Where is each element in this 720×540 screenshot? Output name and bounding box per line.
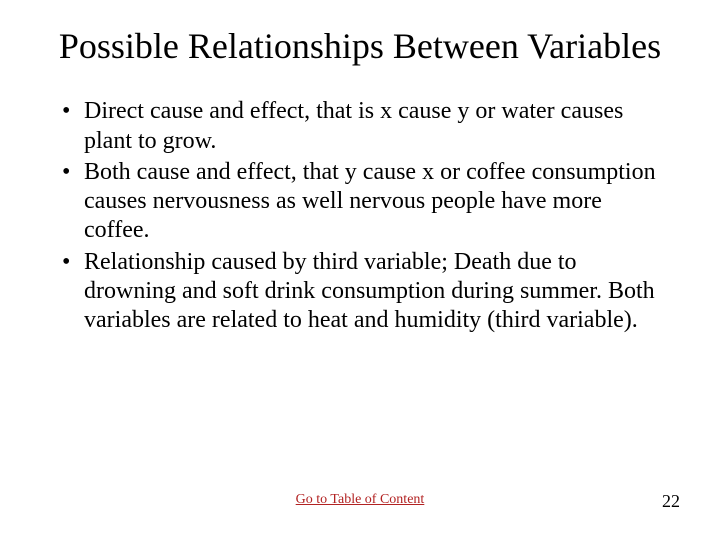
table-of-content-link[interactable]: Go to Table of Content [296,492,425,507]
list-item: Direct cause and effect, that is x cause… [84,97,672,156]
page-number: 22 [662,491,680,512]
slide-title: Possible Relationships Between Variables [48,26,672,67]
list-item: Both cause and effect, that y cause x or… [84,158,672,246]
list-item: Relationship caused by third variable; D… [84,248,672,336]
slide: Possible Relationships Between Variables… [0,0,720,540]
footer-link-container: Go to Table of Content [0,490,720,508]
bullet-list: Direct cause and effect, that is x cause… [48,97,672,335]
